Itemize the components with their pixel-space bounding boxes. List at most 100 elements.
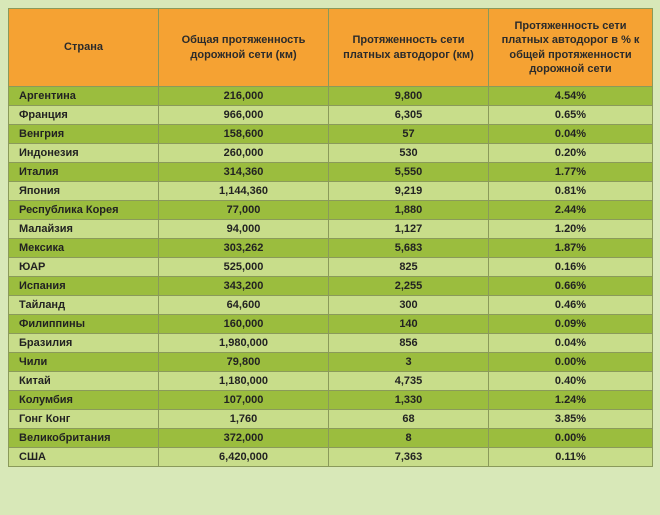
cell-value: 107,000 <box>159 391 329 410</box>
cell-value: 5,683 <box>329 239 489 258</box>
col-toll-percent: Протяженность сети платных автодорог в %… <box>489 9 653 87</box>
cell-country: Франция <box>9 106 159 125</box>
cell-value: 0.04% <box>489 334 653 353</box>
cell-value: 300 <box>329 296 489 315</box>
cell-value: 0.09% <box>489 315 653 334</box>
table-row: Италия314,3605,5501.77% <box>9 163 653 182</box>
cell-country: Испания <box>9 277 159 296</box>
cell-value: 8 <box>329 429 489 448</box>
cell-value: 1,760 <box>159 410 329 429</box>
cell-value: 4,735 <box>329 372 489 391</box>
cell-value: 2.44% <box>489 201 653 220</box>
cell-value: 372,000 <box>159 429 329 448</box>
table-row: Чили79,80030.00% <box>9 353 653 372</box>
cell-value: 77,000 <box>159 201 329 220</box>
table-row: Франция966,0006,3050.65% <box>9 106 653 125</box>
cell-value: 4.54% <box>489 87 653 106</box>
cell-country: Великобритания <box>9 429 159 448</box>
table-row: ЮАР525,0008250.16% <box>9 258 653 277</box>
cell-value: 94,000 <box>159 220 329 239</box>
cell-country: Италия <box>9 163 159 182</box>
cell-value: 160,000 <box>159 315 329 334</box>
cell-value: 1,880 <box>329 201 489 220</box>
cell-value: 158,600 <box>159 125 329 144</box>
table-row: Япония1,144,3609,2190.81% <box>9 182 653 201</box>
cell-country: ЮАР <box>9 258 159 277</box>
cell-value: 68 <box>329 410 489 429</box>
cell-value: 79,800 <box>159 353 329 372</box>
table-row: Тайланд64,6003000.46% <box>9 296 653 315</box>
cell-value: 6,305 <box>329 106 489 125</box>
cell-country: Филиппины <box>9 315 159 334</box>
cell-value: 530 <box>329 144 489 163</box>
cell-value: 3.85% <box>489 410 653 429</box>
table-row: Филиппины160,0001400.09% <box>9 315 653 334</box>
cell-country: Индонезия <box>9 144 159 163</box>
cell-value: 0.46% <box>489 296 653 315</box>
cell-value: 0.04% <box>489 125 653 144</box>
cell-value: 1,127 <box>329 220 489 239</box>
cell-value: 140 <box>329 315 489 334</box>
cell-value: 260,000 <box>159 144 329 163</box>
cell-country: Колумбия <box>9 391 159 410</box>
cell-value: 9,800 <box>329 87 489 106</box>
table-row: Индонезия260,0005300.20% <box>9 144 653 163</box>
col-toll-length: Протяженность сети платных автодорог (км… <box>329 9 489 87</box>
cell-value: 1,144,360 <box>159 182 329 201</box>
table-row: Аргентина216,0009,8004.54% <box>9 87 653 106</box>
cell-value: 1.87% <box>489 239 653 258</box>
cell-value: 314,360 <box>159 163 329 182</box>
cell-country: Гонг Конг <box>9 410 159 429</box>
cell-country: Бразилия <box>9 334 159 353</box>
cell-value: 525,000 <box>159 258 329 277</box>
cell-value: 1.24% <box>489 391 653 410</box>
cell-value: 966,000 <box>159 106 329 125</box>
cell-value: 6,420,000 <box>159 448 329 467</box>
cell-value: 1,980,000 <box>159 334 329 353</box>
table-row: Малайзия94,0001,1271.20% <box>9 220 653 239</box>
table-row: Бразилия1,980,0008560.04% <box>9 334 653 353</box>
table-row: Республика Корея77,0001,8802.44% <box>9 201 653 220</box>
header-row: Страна Общая протяженность дорожной сети… <box>9 9 653 87</box>
cell-value: 3 <box>329 353 489 372</box>
cell-country: Тайланд <box>9 296 159 315</box>
cell-country: США <box>9 448 159 467</box>
cell-country: Венгрия <box>9 125 159 144</box>
cell-value: 9,219 <box>329 182 489 201</box>
cell-country: Малайзия <box>9 220 159 239</box>
cell-value: 64,600 <box>159 296 329 315</box>
cell-value: 825 <box>329 258 489 277</box>
cell-value: 0.11% <box>489 448 653 467</box>
table-row: Мексика303,2625,6831.87% <box>9 239 653 258</box>
cell-country: Республика Корея <box>9 201 159 220</box>
cell-value: 856 <box>329 334 489 353</box>
cell-value: 1.77% <box>489 163 653 182</box>
table-row: Великобритания372,00080.00% <box>9 429 653 448</box>
cell-value: 0.00% <box>489 353 653 372</box>
cell-value: 0.65% <box>489 106 653 125</box>
table-row: Испания343,2002,2550.66% <box>9 277 653 296</box>
cell-value: 0.20% <box>489 144 653 163</box>
cell-value: 0.66% <box>489 277 653 296</box>
cell-value: 7,363 <box>329 448 489 467</box>
cell-value: 0.40% <box>489 372 653 391</box>
cell-value: 0.81% <box>489 182 653 201</box>
cell-value: 5,550 <box>329 163 489 182</box>
cell-value: 0.16% <box>489 258 653 277</box>
table-row: США6,420,0007,3630.11% <box>9 448 653 467</box>
table-row: Венгрия158,600570.04% <box>9 125 653 144</box>
cell-country: Чили <box>9 353 159 372</box>
table-body: Аргентина216,0009,8004.54%Франция966,000… <box>9 87 653 467</box>
cell-value: 0.00% <box>489 429 653 448</box>
col-total-length: Общая протяженность дорожной сети (км) <box>159 9 329 87</box>
cell-value: 57 <box>329 125 489 144</box>
table-row: Китай1,180,0004,7350.40% <box>9 372 653 391</box>
cell-country: Китай <box>9 372 159 391</box>
cell-country: Аргентина <box>9 87 159 106</box>
cell-value: 303,262 <box>159 239 329 258</box>
table-row: Колумбия107,0001,3301.24% <box>9 391 653 410</box>
cell-value: 343,200 <box>159 277 329 296</box>
cell-value: 1,180,000 <box>159 372 329 391</box>
col-country: Страна <box>9 9 159 87</box>
cell-country: Мексика <box>9 239 159 258</box>
